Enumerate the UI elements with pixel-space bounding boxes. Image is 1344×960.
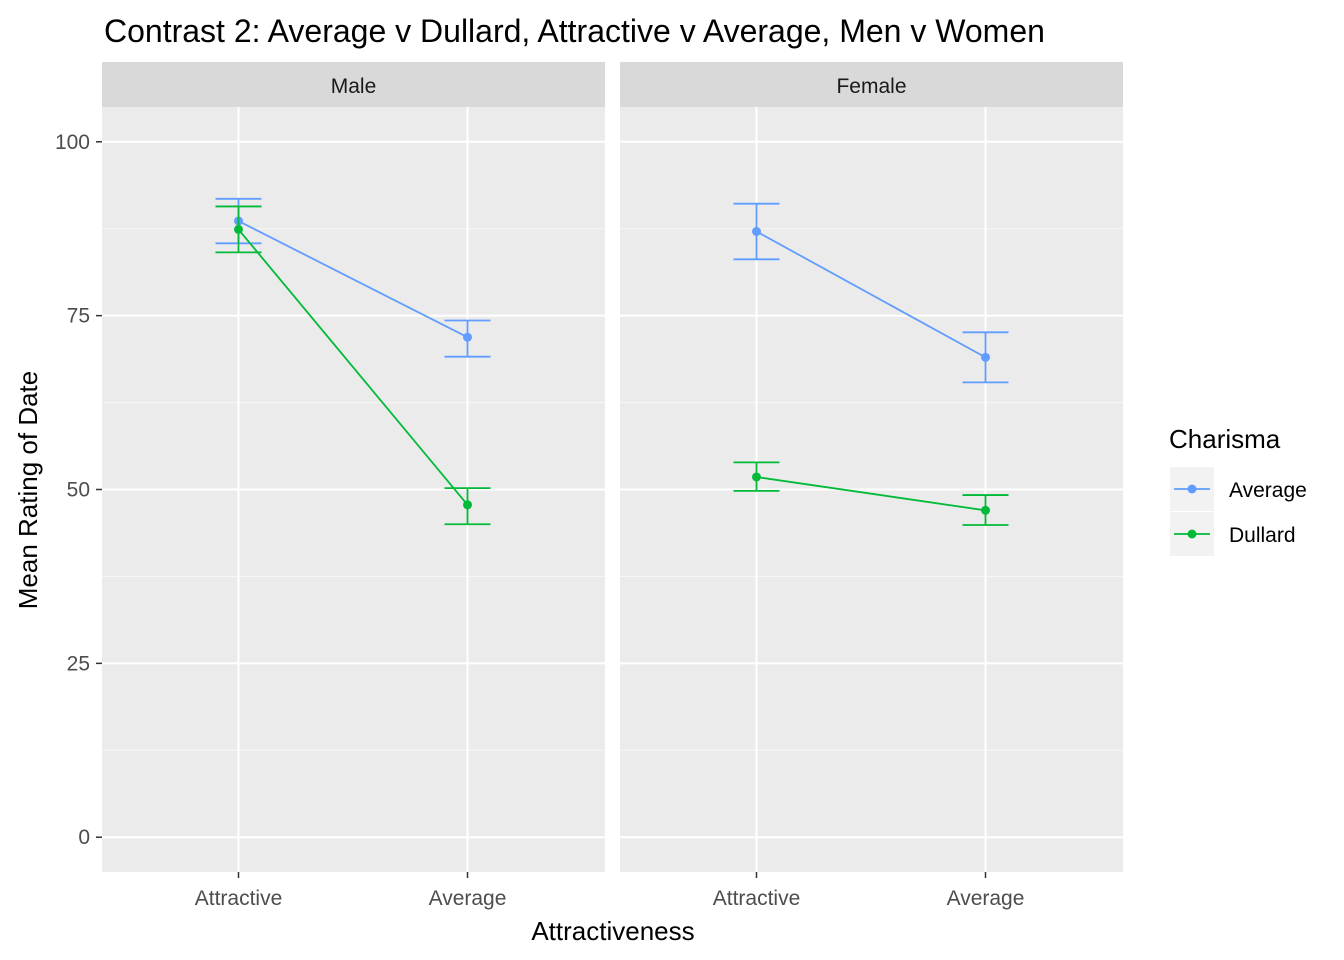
legend-title: Charisma	[1169, 424, 1281, 454]
data-point	[463, 332, 472, 342]
x-tick-label: Attractive	[713, 887, 801, 910]
series-dullard	[215, 205, 491, 526]
series-dullard	[733, 461, 1009, 526]
x-axis-title: Attractiveness	[531, 916, 694, 946]
facet-strip-label: Male	[331, 75, 377, 98]
legend-entry-dullard: Dullard	[1170, 512, 1296, 556]
y-tick-label: 75	[67, 305, 90, 328]
x-tick-label: Average	[429, 887, 507, 910]
y-tick-label: 25	[67, 652, 90, 675]
legend-key-point	[1187, 484, 1197, 494]
data-point	[752, 472, 761, 482]
panels: Male Attractive Average Female Attractive Ave…	[55, 62, 1123, 910]
legend-key-point	[1187, 529, 1197, 539]
y-axis-title: Mean Rating of Date	[13, 371, 43, 609]
data-point	[981, 505, 990, 515]
x-tick-label: Average	[947, 887, 1025, 910]
data-point	[234, 224, 243, 234]
series-line	[237, 228, 469, 506]
y-tick-label: 0	[78, 826, 90, 849]
legend-label: Average	[1229, 479, 1307, 502]
series-average	[733, 202, 1009, 384]
facet-strip	[620, 62, 1123, 107]
series-line	[238, 220, 468, 338]
facet-strip	[102, 62, 605, 107]
facet-strip-label: Female	[836, 75, 906, 98]
legend-entry-average: Average	[1170, 467, 1307, 511]
chart-title: Contrast 2: Average v Dullard, Attractiv…	[104, 13, 1045, 49]
panel-male: Male Attractive Average	[102, 62, 605, 910]
legend: Charisma Average Dullard	[1169, 424, 1307, 556]
panel-female: Female Attractive Average	[620, 62, 1123, 910]
y-tick-label: 50	[67, 479, 90, 502]
legend-label: Dullard	[1229, 524, 1296, 547]
data-point	[463, 500, 472, 510]
data-point	[981, 352, 990, 362]
x-tick-label: Attractive	[195, 887, 283, 910]
y-tick-label: 100	[55, 131, 90, 154]
data-point	[752, 226, 761, 236]
series-line	[756, 230, 986, 359]
series-line	[756, 476, 986, 512]
